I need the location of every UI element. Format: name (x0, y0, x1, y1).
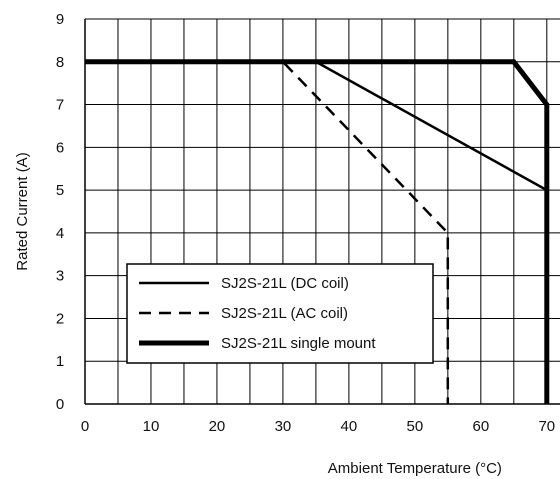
legend-label: SJ2S-21L single mount (221, 335, 376, 352)
x-tick-label: 0 (81, 418, 89, 435)
series-line-thick (85, 59, 550, 404)
x-tick-label: 70 (538, 418, 555, 435)
y-axis-label: Rated Current (A) (14, 152, 31, 270)
legend-label: SJ2S-21L (AC coil) (221, 305, 348, 322)
y-tick-label: 4 (56, 225, 64, 242)
y-tick-label: 0 (56, 396, 64, 413)
legend: SJ2S-21L (DC coil) SJ2S-21L (AC coil) SJ2S… (126, 263, 434, 364)
legend-box (126, 263, 434, 364)
x-tick-label: 10 (143, 418, 160, 435)
series-layer (85, 59, 550, 404)
x-tick-label: 50 (407, 418, 424, 435)
y-tick-label: 5 (56, 182, 64, 199)
plot-frame (84, 19, 560, 405)
y-tick-label: 7 (56, 97, 64, 114)
x-axis-label: Ambient Temperature (°C) (328, 460, 502, 477)
y-tick-label: 2 (56, 310, 64, 327)
x-tick-label: 30 (275, 418, 292, 435)
x-tick-labels: 0 10 20 30 40 50 60 70 (81, 418, 555, 435)
y-tick-label: 9 (56, 11, 64, 28)
y-tick-labels: 0 1 2 3 4 5 6 7 8 9 (56, 11, 64, 413)
x-tick-label: 20 (209, 418, 226, 435)
x-tick-label: 40 (341, 418, 358, 435)
x-tick-label: 60 (472, 418, 489, 435)
series-line-dashed (85, 60, 450, 404)
y-tick-label: 6 (56, 139, 64, 156)
legend-label: SJ2S-21L (DC coil) (221, 275, 349, 292)
y-tick-label: 8 (56, 54, 64, 71)
y-tick-label: 3 (56, 268, 64, 285)
y-tick-label: 1 (56, 353, 64, 370)
